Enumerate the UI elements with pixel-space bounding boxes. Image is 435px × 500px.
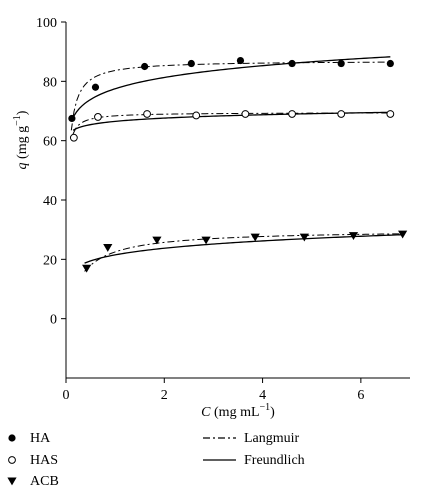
y-tick-label: 0 (50, 313, 57, 328)
legend-label-ha: HA (30, 431, 51, 446)
data-point-ha (187, 59, 195, 68)
legend: HA HAS ACB Langmuir Freundlich (7, 431, 305, 489)
y-tick-label: 80 (43, 75, 57, 90)
data-point-has (241, 110, 250, 118)
langmuir-fit-line-ha (70, 61, 391, 131)
data-point-has (192, 111, 201, 120)
y-tick-label: 100 (36, 16, 57, 31)
legend-label-acb: ACB (30, 474, 59, 489)
x-tick-label: 2 (161, 388, 168, 403)
legend-marker-has (8, 456, 16, 464)
data-point-acb (250, 233, 260, 242)
data-point-acb (82, 264, 92, 273)
x-tick-label: 6 (357, 388, 364, 403)
fit-lines (70, 56, 403, 272)
legend-marker-acb (7, 477, 17, 486)
axes: 0 20 40 60 80 100 0 2 4 6 C (mg mL−1) q (mg g−1) (12, 16, 410, 420)
data-point-acb (152, 236, 162, 245)
freundlich-fit-line-ha (70, 56, 391, 122)
data-point-has (337, 110, 346, 118)
data-point-ha (68, 114, 76, 123)
data-point-acb (398, 230, 408, 239)
y-tick-label: 20 (43, 253, 57, 268)
data-point-acb (348, 232, 359, 240)
y-axis-title: q (mg g−1) (12, 110, 30, 169)
x-tick-label: 0 (63, 388, 70, 403)
data-point-has (94, 113, 102, 121)
x-tick-label: 4 (259, 388, 266, 403)
data-point-acb (103, 244, 113, 252)
data-markers (68, 56, 408, 273)
x-axis-title: C (mg mL−1) (201, 402, 275, 420)
freundlich-fit-line-acb (84, 234, 403, 264)
data-point-ha (288, 59, 296, 68)
legend-label-freundlich: Freundlich (244, 453, 305, 468)
data-point-ha (236, 56, 245, 65)
data-point-acb (201, 236, 211, 245)
data-point-ha (91, 83, 100, 91)
data-point-ha (337, 59, 345, 68)
y-tick-label: 60 (43, 135, 57, 150)
data-point-has (386, 110, 395, 118)
data-point-ha (141, 62, 149, 71)
y-tick-label: 40 (43, 194, 57, 209)
data-point-has (69, 133, 78, 142)
legend-marker-ha (8, 434, 16, 442)
langmuir-fit-line-acb (84, 233, 403, 272)
data-point-has (288, 110, 296, 118)
data-point-has (143, 110, 151, 118)
legend-label-has: HAS (30, 453, 58, 468)
data-point-ha (386, 59, 394, 68)
data-point-acb (299, 233, 309, 242)
legend-label-langmuir: Langmuir (244, 431, 300, 446)
